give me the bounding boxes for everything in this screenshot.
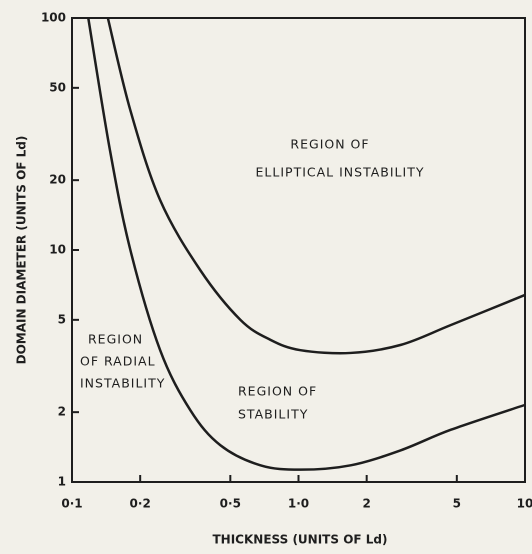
x-tick-label: 0·5: [220, 497, 241, 511]
annotation: STABILITY: [238, 407, 308, 422]
x-axis-label: THICKNESS (UNITS OF Ld): [212, 533, 387, 547]
y-axis-label: DOMAIN DIAMETER (UNITS OF Ld): [15, 136, 29, 365]
y-tick-label: 20: [49, 173, 66, 187]
annotation: REGION OF: [290, 137, 369, 152]
y-tick-label: 100: [41, 11, 66, 25]
x-tick-label: 5: [453, 497, 461, 511]
x-tick-label: 1·0: [288, 497, 309, 511]
x-tick-label: 10: [517, 497, 532, 511]
x-tick-label: 0·1: [61, 497, 82, 511]
annotation: REGION: [88, 332, 143, 347]
y-tick-label: 50: [49, 80, 66, 94]
curve: [106, 17, 526, 355]
x-tick-label: 2: [363, 497, 371, 511]
curve: [87, 17, 526, 471]
y-tick-label: 10: [49, 243, 66, 257]
y-tick-label: 5: [58, 312, 66, 326]
y-tick-label: 1: [58, 475, 66, 489]
annotation: OF RADIAL: [80, 354, 156, 369]
annotation: ELLIPTICAL INSTABILITY: [256, 165, 425, 180]
annotation: INSTABILITY: [80, 376, 165, 391]
annotation: REGION OF: [238, 384, 317, 399]
x-tick-label: 0·2: [130, 497, 151, 511]
y-tick-label: 2: [58, 405, 66, 419]
